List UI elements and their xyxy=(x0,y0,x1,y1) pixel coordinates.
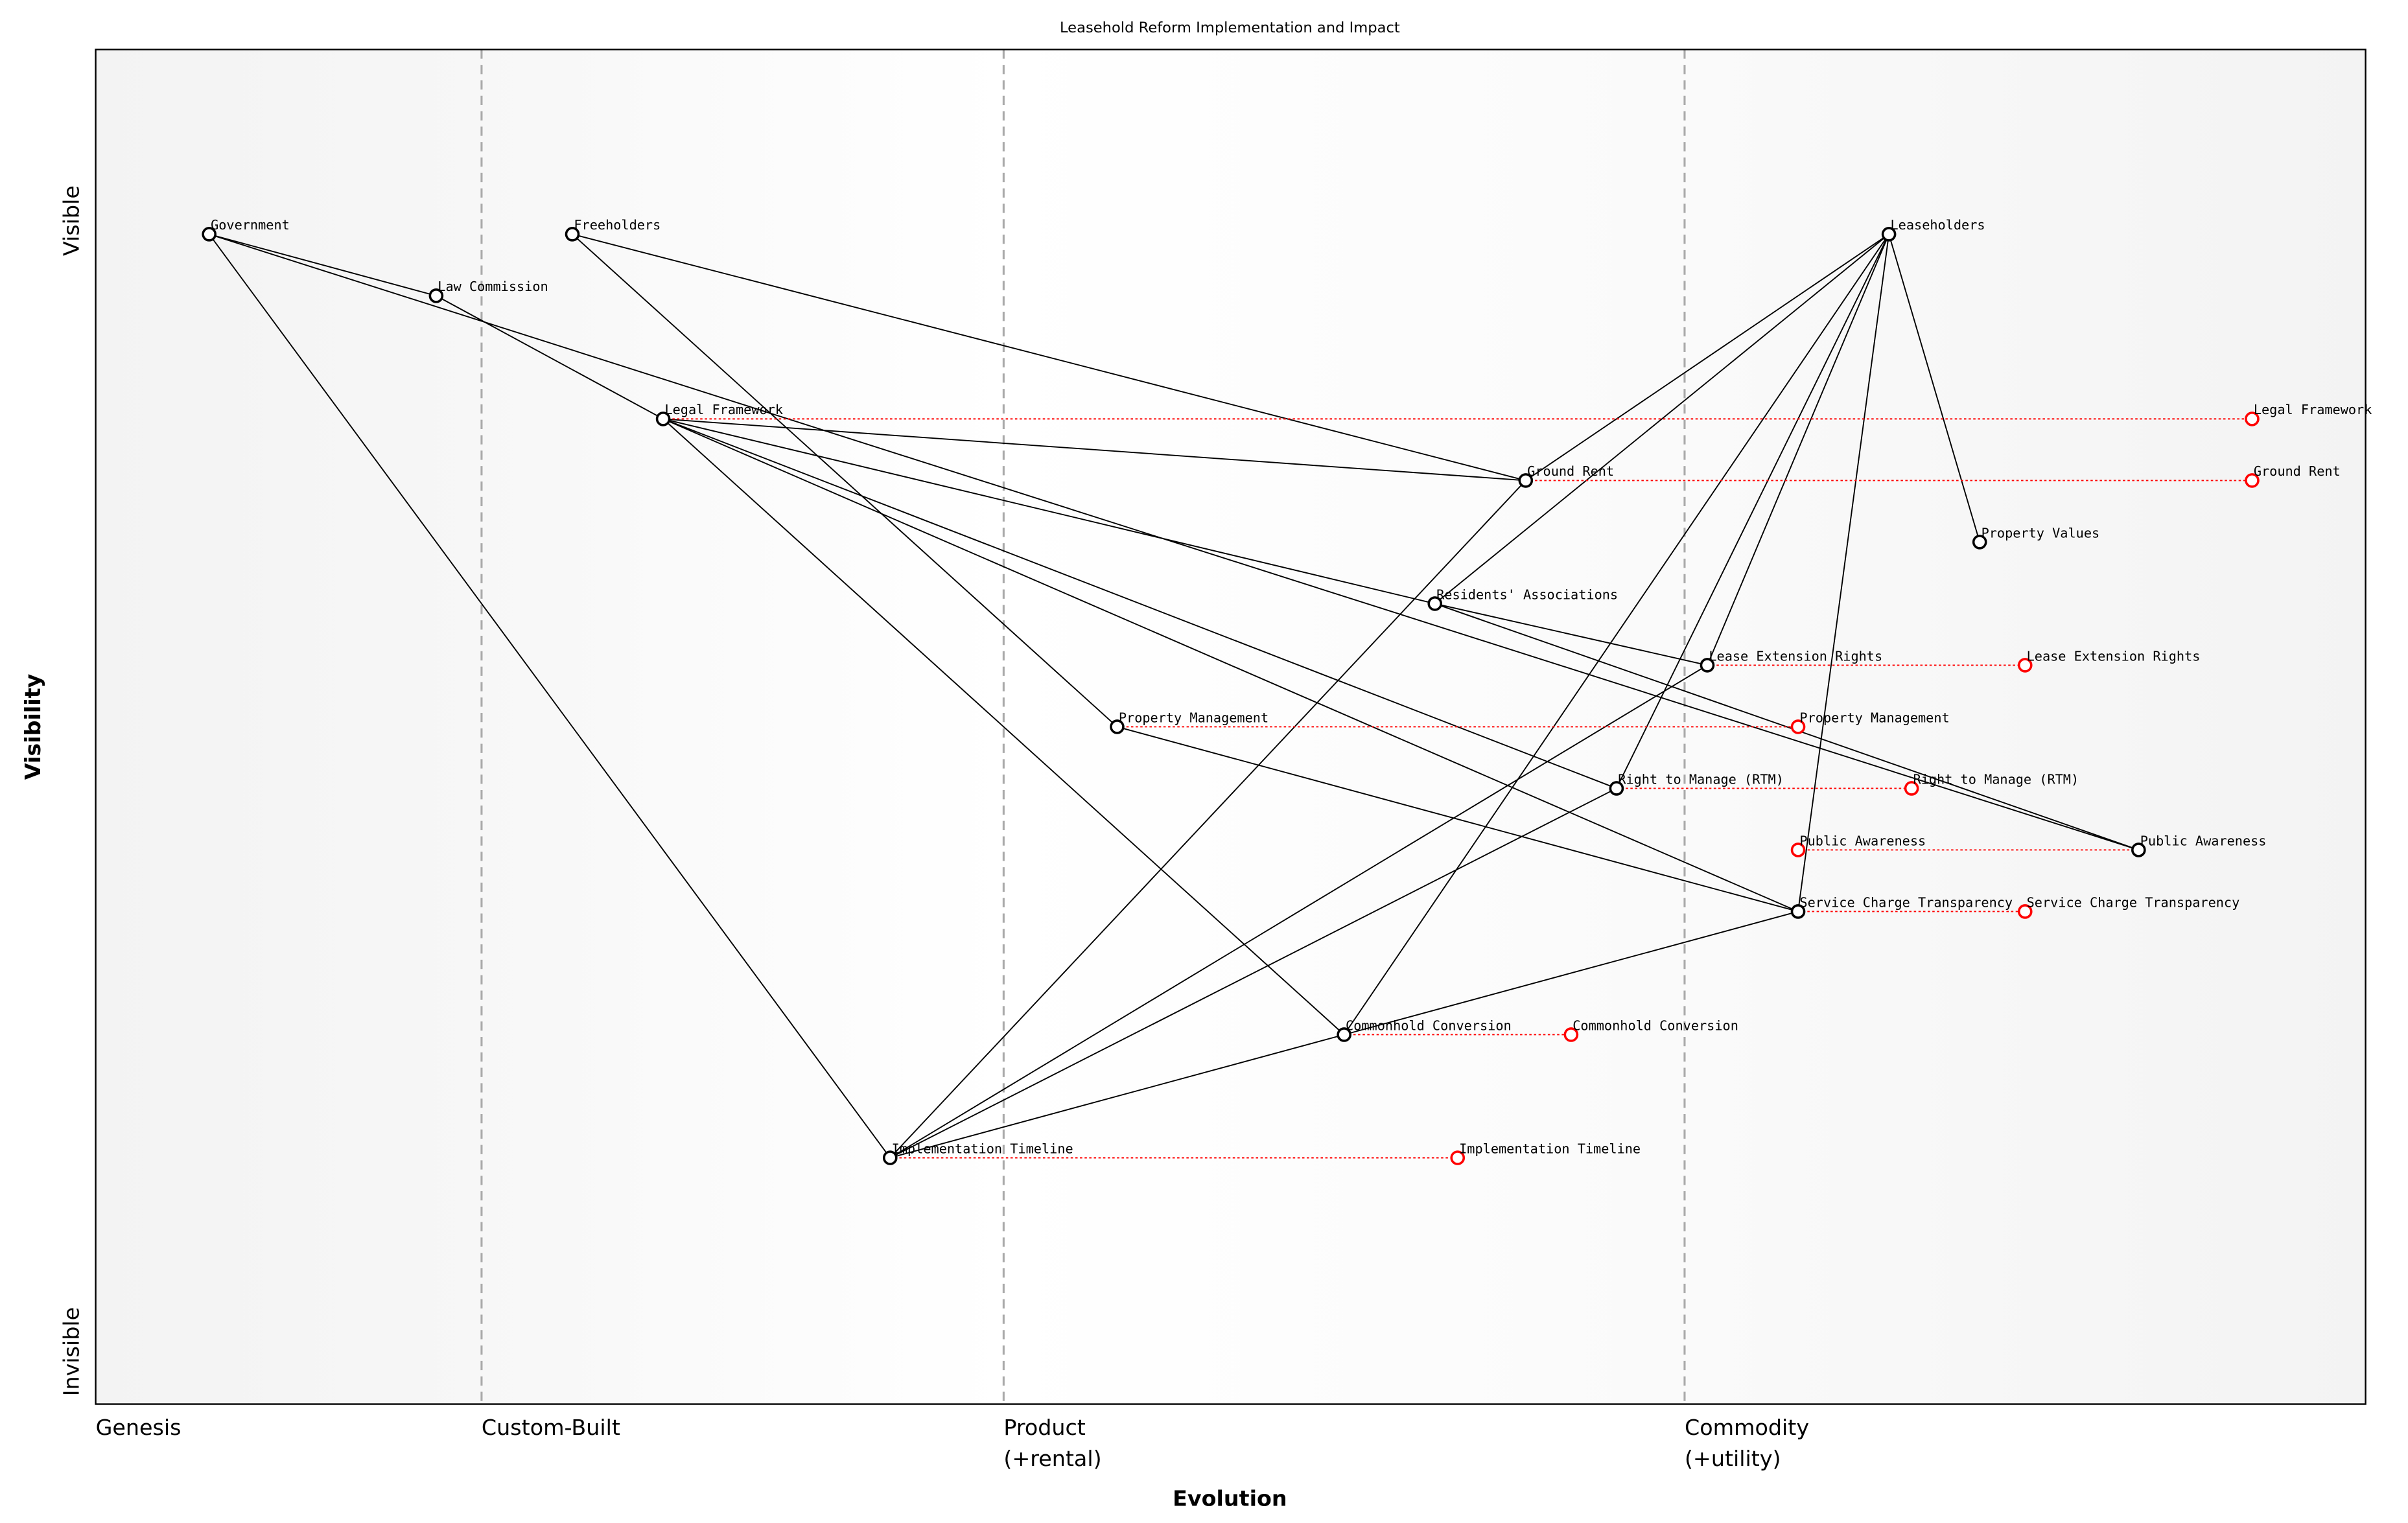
x-stage-label-custom-built: Custom-Built xyxy=(482,1415,620,1440)
link-leaseholders-to-lease-extension-rights xyxy=(1707,233,1890,666)
evolved-label-public-awareness: Public Awareness xyxy=(1799,833,1926,848)
node-leaseholders xyxy=(1881,227,1897,242)
y-bottom-label: Invisible xyxy=(58,1307,84,1396)
x-stage-label-commodity-utility: Commodity (+utility) xyxy=(1685,1415,1809,1471)
label-right-to-manage-rtm: Right to Manage (RTM) xyxy=(1618,771,1784,787)
evolved-label-service-charge-transparency: Service Charge Transparency xyxy=(2027,894,2240,910)
evolved-node-legal-framework xyxy=(2245,412,2260,426)
link-freeholders-to-property-management xyxy=(572,233,1118,728)
evolved-node-implementation-timeline xyxy=(1450,1150,1466,1165)
node-legal-framework xyxy=(655,412,671,426)
node-residents-associations xyxy=(1427,596,1443,611)
x-stage-label-line: Custom-Built xyxy=(482,1415,620,1440)
link-leaseholders-to-right-to-manage-rtm xyxy=(1616,233,1889,789)
link-freeholders-to-ground-rent xyxy=(572,233,1526,482)
node-commonhold-conversion xyxy=(1337,1027,1351,1042)
link-law-commission-to-legal-framework xyxy=(436,295,664,420)
x-stage-label-product-rental: Product (+rental) xyxy=(1003,1415,1101,1471)
link-implementation-timeline-to-commonhold-conversion xyxy=(890,1034,1344,1159)
node-public-awareness xyxy=(2131,843,2146,857)
evolved-label-ground-rent: Ground Rent xyxy=(2254,463,2341,479)
link-residents-associations-to-public-awareness xyxy=(1434,603,2139,851)
link-implementation-timeline-to-ground-rent xyxy=(889,480,1526,1159)
link-legal-framework-to-right-to-manage-rtm xyxy=(662,418,1617,789)
link-leaseholders-to-commonhold-conversion xyxy=(1343,233,1889,1036)
link-residents-associations-to-lease-extension-rights xyxy=(1434,603,1708,666)
link-leaseholders-to-service-charge-transparency xyxy=(1797,234,1890,912)
x-stage-label-line: Commodity xyxy=(1685,1415,1809,1440)
x-stage-label-line: (+utility) xyxy=(1685,1446,1781,1471)
label-public-awareness: Public Awareness xyxy=(2140,833,2267,848)
x-axis-label: Evolution xyxy=(1173,1486,1287,1511)
x-stage-label-line: Product xyxy=(1003,1415,1085,1440)
link-legal-framework-to-service-charge-transparency xyxy=(662,418,1799,913)
label-legal-framework: Legal Framework xyxy=(664,402,783,417)
label-ground-rent: Ground Rent xyxy=(1527,463,1614,479)
label-law-commission: Law Commission xyxy=(438,279,548,294)
evolved-node-commonhold-conversion xyxy=(1563,1027,1579,1042)
node-property-values xyxy=(1972,535,1987,550)
y-axis-label: Visibility xyxy=(20,673,45,780)
link-leaseholders-to-ground-rent xyxy=(1525,233,1889,482)
evolved-node-property-management xyxy=(1790,719,1806,734)
evolved-label-lease-extension-rights: Lease Extension Rights xyxy=(2027,648,2201,664)
link-property-management-to-service-charge-transparency xyxy=(1117,726,1799,913)
x-stage-label-line: Genesis xyxy=(96,1415,181,1440)
link-government-to-public-awareness xyxy=(209,233,2139,851)
evolved-node-ground-rent xyxy=(2245,473,2260,488)
y-top-label: Visible xyxy=(58,185,84,256)
label-residents-associations: Residents' Associations xyxy=(1436,587,1618,602)
x-stage-label-line: (+rental) xyxy=(1003,1446,1101,1471)
x-stage-label-genesis: Genesis xyxy=(96,1415,181,1440)
node-service-charge-transparency xyxy=(1790,904,1806,919)
node-law-commission xyxy=(428,288,444,303)
plot-background xyxy=(95,49,2366,1404)
evolved-node-right-to-manage-rtm xyxy=(1904,781,1919,796)
label-property-management: Property Management xyxy=(1119,710,1268,725)
link-leaseholders-to-property-values xyxy=(1888,234,1981,542)
link-legal-framework-to-commonhold-conversion xyxy=(662,418,1345,1036)
node-implementation-timeline xyxy=(882,1150,898,1165)
node-freeholders xyxy=(565,227,580,242)
label-commonhold-conversion: Commonhold Conversion xyxy=(1346,1017,1512,1033)
label-leaseholders: Leaseholders xyxy=(1891,217,1985,233)
plot-frame xyxy=(95,49,2367,1405)
link-implementation-timeline-to-lease-extension-rights xyxy=(889,664,1708,1159)
label-government: Government xyxy=(211,217,290,233)
link-government-to-law-commission xyxy=(209,233,437,297)
link-legal-framework-to-residents-associations xyxy=(662,418,1435,605)
label-service-charge-transparency: Service Charge Transparency xyxy=(1799,894,2013,910)
link-leaseholders-to-residents-associations xyxy=(1434,233,1889,605)
node-right-to-manage-rtm xyxy=(1609,781,1624,796)
node-lease-extension-rights xyxy=(1700,658,1715,673)
link-legal-framework-to-ground-rent xyxy=(663,418,1526,482)
label-implementation-timeline: Implementation Timeline xyxy=(892,1141,1073,1156)
chart-title: Leasehold Reform Implementation and Impa… xyxy=(1060,19,1400,36)
link-government-to-implementation-timeline xyxy=(208,233,891,1159)
evolved-label-property-management: Property Management xyxy=(1799,710,1949,725)
link-commonhold-conversion-to-service-charge-transparency xyxy=(1344,911,1799,1036)
node-property-management xyxy=(1110,719,1125,734)
label-property-values: Property Values xyxy=(1981,525,2100,541)
label-freeholders: Freeholders xyxy=(574,217,660,233)
label-lease-extension-rights: Lease Extension Rights xyxy=(1709,648,1882,664)
evolved-label-legal-framework: Legal Framework xyxy=(2254,402,2372,417)
evolved-label-implementation-timeline: Implementation Timeline xyxy=(1459,1141,1641,1156)
evolved-node-service-charge-transparency xyxy=(2017,904,2033,919)
evolved-label-right-to-manage-rtm: Right to Manage (RTM) xyxy=(1913,771,2079,787)
node-government xyxy=(202,227,217,242)
evolved-node-public-awareness xyxy=(1790,843,1806,857)
link-implementation-timeline-to-right-to-manage-rtm xyxy=(889,787,1617,1159)
node-ground-rent xyxy=(1518,473,1534,488)
evolved-label-commonhold-conversion: Commonhold Conversion xyxy=(1572,1017,1738,1033)
evolved-node-lease-extension-rights xyxy=(2017,658,2033,673)
